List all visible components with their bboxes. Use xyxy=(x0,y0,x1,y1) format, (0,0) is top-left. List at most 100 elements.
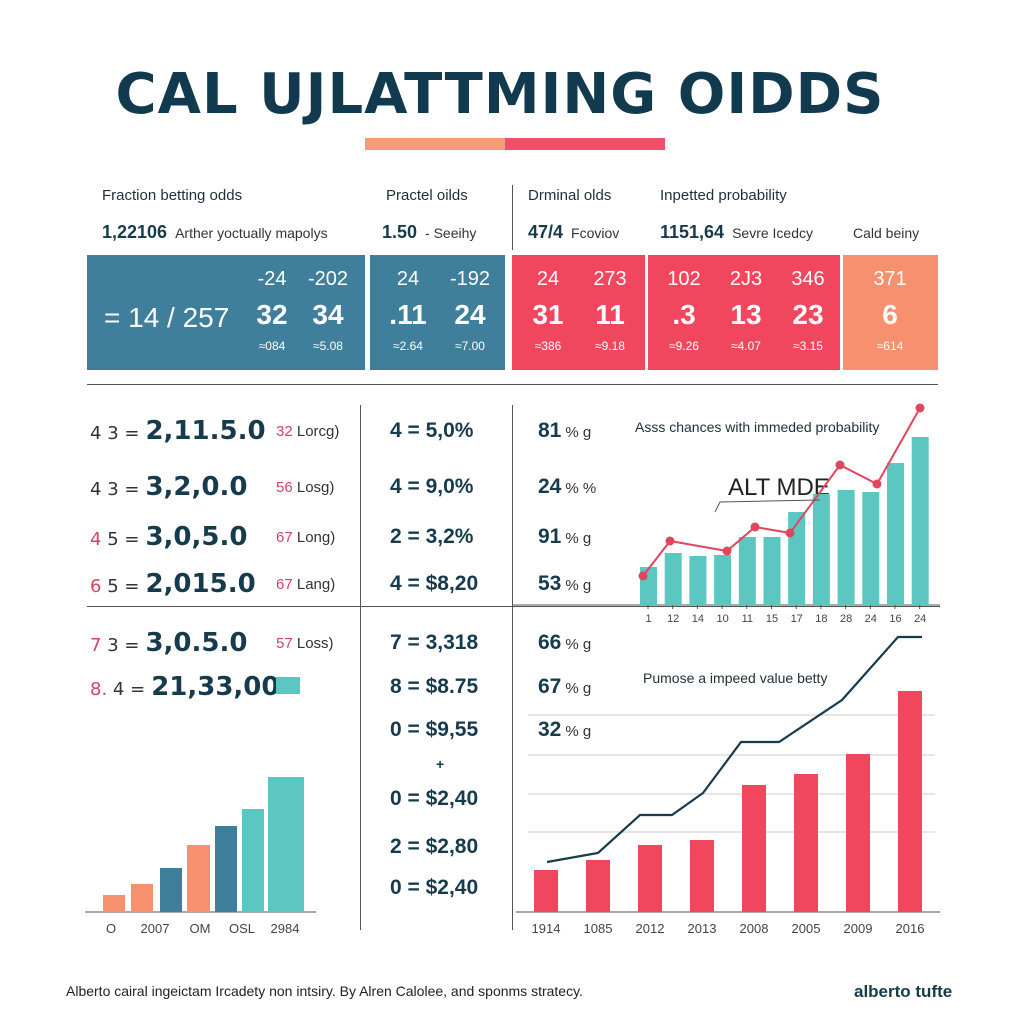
bar xyxy=(215,826,237,912)
x-tick-label: 17 xyxy=(790,613,803,625)
line-point xyxy=(785,528,795,538)
chart-title: Asss chances with immeded probability xyxy=(635,419,880,435)
row-value: 21,33,00 xyxy=(151,672,280,702)
x-tick-label: 1 xyxy=(645,613,652,625)
footer-text: Alberto cairal ingeictam Ircadety non in… xyxy=(66,983,583,999)
middle-row: 8 = $8.75 xyxy=(390,675,479,698)
row-value: 3,0.5.0 xyxy=(145,628,248,658)
x-tick-label: OSL xyxy=(228,921,255,936)
bar xyxy=(586,860,610,912)
band-cell: 24 31 ≈386 xyxy=(518,268,578,353)
band-cell-a: -192 xyxy=(449,268,491,290)
header-label: Practel oilds xyxy=(386,187,468,204)
bar xyxy=(131,884,153,912)
band-big-value: = 14 / 257 xyxy=(104,302,230,333)
band-cell-b: .3 xyxy=(672,299,696,330)
bar xyxy=(846,754,870,912)
band-cell: -202 34 ≈5.08 xyxy=(298,268,358,353)
band-cell-b: 32 xyxy=(256,299,288,330)
x-tick-label: O xyxy=(105,921,117,936)
band-cell-c: ≈084 xyxy=(258,339,286,353)
band-cell-a: -24 xyxy=(257,268,287,290)
line-point xyxy=(872,479,882,489)
bar xyxy=(788,512,806,605)
header-value: 1151,64 Sevre Icedcy xyxy=(660,222,813,243)
band-cell: 24 .11 ≈2.64 xyxy=(378,268,438,353)
bar xyxy=(812,494,830,605)
band-cell-c: ≈2.64 xyxy=(393,339,423,353)
band-cell-c: ≈614 xyxy=(876,339,904,353)
band-cell-a: 346 xyxy=(791,268,825,290)
x-tick-label: 11 xyxy=(741,613,753,625)
middle-row: 2 = $2,80 xyxy=(390,835,479,858)
series-line xyxy=(546,635,922,864)
bar xyxy=(911,437,929,605)
bar xyxy=(714,555,732,605)
line-point xyxy=(915,403,925,413)
bar xyxy=(664,553,682,605)
value-caption: Cald beiny xyxy=(853,225,920,241)
bar xyxy=(837,490,855,605)
band-cell: 273 11 ≈9.18 xyxy=(580,268,640,353)
bar xyxy=(898,691,922,912)
band-block-drminal xyxy=(512,255,645,370)
x-tick-label: 15 xyxy=(765,613,779,625)
middle-row: 2 = 3,2% xyxy=(390,525,474,548)
bar xyxy=(862,492,880,605)
bar xyxy=(690,840,714,912)
band-cell-c: ≈7.00 xyxy=(455,339,485,353)
band-cell-a: 24 xyxy=(396,268,420,290)
row-prefix: 8. 4 = xyxy=(90,679,146,700)
value-caption: Arther yoctually mapolys xyxy=(175,225,328,241)
band-cell-b: 6 xyxy=(882,299,898,330)
band-cell: 102 .3 ≈9.26 xyxy=(654,268,714,353)
value: 1,22106 xyxy=(102,222,168,242)
brand-logo: alberto tufte xyxy=(854,982,953,1001)
header-value: Cald beiny xyxy=(845,222,919,243)
band-cell-b: .11 xyxy=(389,299,427,330)
row-prefix: 4 3 = xyxy=(90,479,140,500)
x-tick-label: 2012 xyxy=(635,921,665,936)
band-cell-b: 13 xyxy=(730,299,762,330)
row-prefix: 4 3 = xyxy=(90,423,140,444)
left-row: 8. 4 = 21,33,00 xyxy=(90,672,280,702)
band-cell-b: 23 xyxy=(792,299,824,330)
band-cell-b: 11 xyxy=(595,299,625,330)
bar xyxy=(689,556,707,605)
value-caption: Sevre Icedcy xyxy=(732,225,814,241)
value-caption: - Seeihy xyxy=(425,225,477,241)
band-cell-c: ≈5.08 xyxy=(313,339,343,353)
left-row: 7 3 = 3,0.5.0 xyxy=(90,628,247,658)
bar xyxy=(794,774,818,912)
band-cell-a: 273 xyxy=(593,268,627,290)
band-cell-c: ≈4.07 xyxy=(731,339,761,353)
bar xyxy=(738,537,756,605)
header-value: 1,22106 Arther yoctually mapolys xyxy=(102,222,328,243)
bar xyxy=(242,809,264,912)
bar xyxy=(763,537,781,605)
band-cell-c: ≈386 xyxy=(534,339,562,353)
row-value: 3,2,0.0 xyxy=(145,472,248,502)
band-cell-c: ≈9.26 xyxy=(669,339,699,353)
annotation-leader xyxy=(714,499,821,513)
band-cell-a: 24 xyxy=(536,268,560,290)
bar xyxy=(742,785,766,912)
x-tick-label: 2007 xyxy=(140,921,170,936)
middle-row: + xyxy=(436,756,445,772)
divider xyxy=(512,185,513,250)
band-cell-a: 102 xyxy=(667,268,701,290)
bar xyxy=(534,870,558,912)
x-tick-label: 28 xyxy=(839,613,853,625)
page-title: CAL UJLATTMING OIDDS xyxy=(115,62,885,127)
x-tick-label: 1085 xyxy=(583,921,613,936)
band-cell-a: 2J3 xyxy=(729,268,763,290)
title-underline-red xyxy=(505,138,665,150)
bar xyxy=(887,463,904,605)
value: 1151,64 xyxy=(660,222,725,242)
probability-row: 67% g xyxy=(538,675,592,698)
x-tick-label: OM xyxy=(189,921,211,936)
x-tick-label: 2016 xyxy=(895,921,925,936)
title-underline-orange xyxy=(365,138,505,150)
x-tick-label: 18 xyxy=(815,613,828,625)
